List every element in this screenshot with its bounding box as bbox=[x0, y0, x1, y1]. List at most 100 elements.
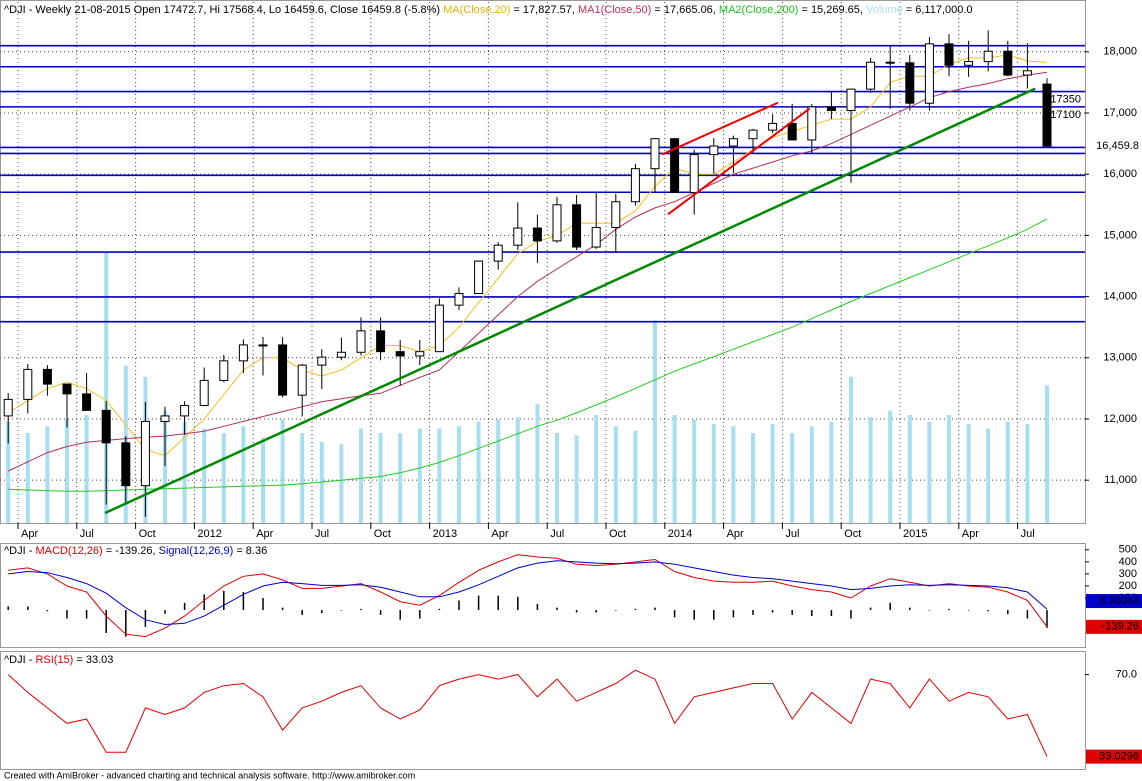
rsi-panel bbox=[0, 651, 1086, 770]
y-tick-label: 16,000 bbox=[1103, 168, 1137, 180]
rsi-tag-box bbox=[1086, 749, 1142, 764]
y-tick-label: 200 bbox=[1119, 580, 1137, 592]
trendline bbox=[104, 87, 1036, 515]
candle-body bbox=[1022, 70, 1032, 76]
volume-bar bbox=[613, 426, 618, 523]
volume-bar bbox=[966, 424, 971, 523]
title-part: ^DJI - Weekly 21-08-2015 Open 17472.7, H… bbox=[4, 4, 443, 16]
title-part: = 6,117,000.0 bbox=[903, 4, 973, 16]
panel-title: ^DJI - MACD(12,26) = -139.26, Signal(12,… bbox=[4, 545, 267, 557]
title-part: MA(Close,20) bbox=[443, 4, 510, 16]
x-tick-label: Oct bbox=[609, 528, 626, 540]
title-part: Volume bbox=[866, 4, 903, 16]
volume-bar bbox=[751, 433, 755, 523]
volume-bar bbox=[65, 419, 69, 523]
candle-body bbox=[885, 61, 895, 64]
macd-panel bbox=[0, 543, 1086, 648]
candle-body bbox=[180, 405, 190, 417]
candle-body bbox=[826, 106, 836, 112]
x-tick-label: 2013 bbox=[433, 528, 457, 540]
volume-bar bbox=[1025, 424, 1030, 523]
y-tick-label: 15,000 bbox=[1103, 229, 1137, 241]
volume-bar bbox=[437, 428, 442, 523]
indicator-line bbox=[7, 54, 1048, 457]
volume-bar bbox=[104, 253, 109, 523]
title-part: MACD(12,26) bbox=[35, 545, 102, 557]
y-tick-label: 14,000 bbox=[1103, 290, 1137, 302]
volume-bar bbox=[378, 433, 383, 523]
x-tick-label: 2015 bbox=[903, 528, 927, 540]
volume-bar bbox=[868, 417, 873, 523]
volume-bar bbox=[1045, 385, 1049, 523]
trendline bbox=[667, 107, 811, 215]
panel-title: ^DJI - Weekly 21-08-2015 Open 17472.7, H… bbox=[4, 4, 973, 16]
volume-bar bbox=[809, 426, 814, 523]
candle-body bbox=[62, 383, 72, 395]
volume-bar bbox=[1005, 421, 1010, 523]
candle-body bbox=[748, 129, 758, 140]
level-label: 17100 bbox=[1050, 109, 1081, 121]
volume-bar bbox=[574, 435, 579, 523]
indicator-line bbox=[8, 554, 1048, 638]
candle-body bbox=[454, 293, 464, 306]
candle-body bbox=[493, 244, 503, 262]
volume-bar bbox=[417, 428, 422, 523]
volume-bar bbox=[907, 415, 912, 523]
candle-body bbox=[552, 204, 562, 242]
volume-bar bbox=[849, 376, 853, 523]
title-part: = 17,665.06, bbox=[651, 4, 719, 16]
signal-tag: 8.36084 bbox=[1099, 595, 1139, 607]
y-tick-label: 13,000 bbox=[1103, 352, 1137, 364]
indicator-line bbox=[7, 669, 1048, 757]
candle-body bbox=[905, 62, 915, 104]
candle-body bbox=[376, 330, 386, 353]
candle-body bbox=[983, 50, 993, 63]
x-tick-label: Apr bbox=[21, 528, 38, 540]
x-tick-label: Jul bbox=[550, 528, 564, 540]
price-panel bbox=[0, 0, 1086, 524]
title-part: Signal(12,26,9) bbox=[159, 545, 234, 557]
title-part: MA1(Close,50) bbox=[578, 4, 651, 16]
indicator-line bbox=[7, 71, 1048, 472]
volume-bar bbox=[731, 426, 736, 523]
y-tick-label: 12,000 bbox=[1103, 413, 1137, 425]
candle-body bbox=[415, 351, 425, 357]
title-part: = 33.03 bbox=[73, 654, 113, 666]
candle-body bbox=[709, 145, 719, 156]
candle-body bbox=[846, 88, 856, 112]
candle-body bbox=[944, 43, 954, 66]
candle-body bbox=[611, 201, 621, 228]
title-part: ^DJI - bbox=[4, 545, 35, 557]
volume-bar bbox=[829, 421, 834, 523]
title-part: ^DJI - bbox=[4, 654, 35, 666]
volume-bar bbox=[692, 419, 697, 523]
x-tick-label: Jul bbox=[785, 528, 799, 540]
volume-bar bbox=[496, 419, 501, 523]
volume-bar bbox=[84, 415, 89, 523]
y-tick-label: 70.0 bbox=[1116, 669, 1137, 681]
candle-body bbox=[42, 368, 52, 385]
candle-body bbox=[513, 227, 523, 246]
candle-body bbox=[866, 61, 876, 90]
trendline bbox=[661, 101, 779, 156]
x-tick-label: 2012 bbox=[197, 528, 221, 540]
x-tick-label: Apr bbox=[727, 528, 744, 540]
indicator-line bbox=[8, 218, 1048, 492]
title-part: = 15,269.65, bbox=[798, 4, 866, 16]
volume-bar bbox=[594, 415, 599, 523]
candle-body bbox=[1003, 50, 1013, 76]
footer: Created with AmiBroker - advanced charti… bbox=[4, 770, 415, 780]
candle-body bbox=[572, 204, 582, 248]
volume-bar bbox=[241, 426, 246, 523]
candle-body bbox=[1042, 83, 1052, 147]
volume-bar bbox=[711, 424, 716, 523]
candle-body bbox=[238, 344, 248, 362]
y-tick-label: 18,000 bbox=[1103, 46, 1137, 58]
signal-tag-box bbox=[1086, 594, 1142, 609]
candle-body bbox=[434, 304, 444, 353]
candle-body bbox=[807, 106, 817, 141]
candle-body bbox=[23, 368, 33, 400]
rsi-tag: 33.0296 bbox=[1099, 751, 1139, 763]
x-tick-label: Jul bbox=[80, 528, 94, 540]
title-part: MA2(Close,200) bbox=[719, 4, 798, 16]
